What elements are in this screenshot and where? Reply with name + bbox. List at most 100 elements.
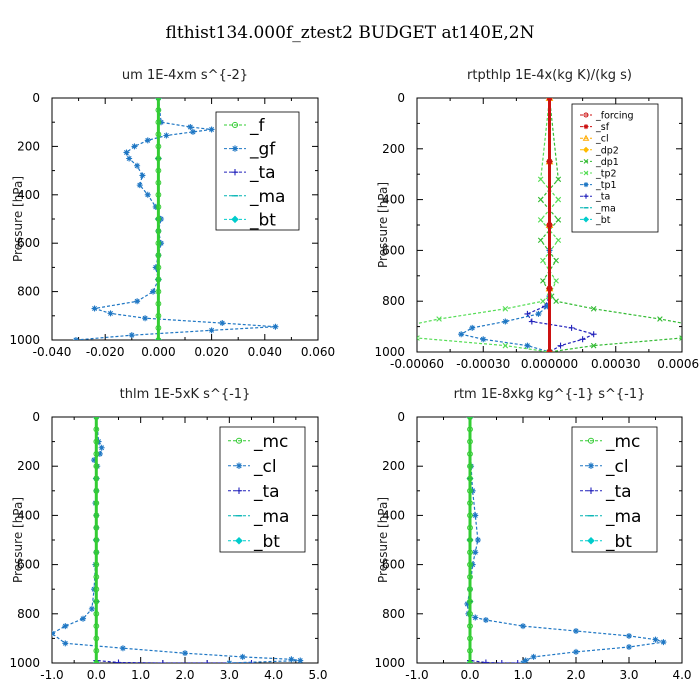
data-point <box>537 176 544 183</box>
data-point <box>204 660 211 663</box>
legend-marker <box>231 215 239 224</box>
legend-entry: _mc <box>253 432 288 452</box>
data-point <box>467 487 473 494</box>
series-tp1 <box>458 98 553 352</box>
legend-entry: _bt <box>605 532 632 552</box>
data-point <box>134 162 141 169</box>
data-point <box>480 336 487 343</box>
legend-marker <box>583 112 589 118</box>
data-point <box>467 586 473 593</box>
data-point <box>553 298 559 304</box>
data-point <box>91 305 98 312</box>
x-tick-label: 0.000 <box>141 345 175 359</box>
data-point <box>467 451 473 457</box>
data-point <box>590 306 597 312</box>
data-point <box>155 131 162 138</box>
data-point <box>126 155 133 162</box>
x-tick-label: 0.000000 <box>521 357 578 371</box>
legend-box <box>571 426 658 553</box>
data-point <box>93 417 100 420</box>
data-point <box>93 463 100 470</box>
data-point <box>219 320 226 327</box>
data-point <box>467 438 473 445</box>
data-point <box>93 660 100 663</box>
data-point <box>544 303 551 310</box>
panel-title: rtpthlp 1E-4x(kg K)/(kg s) <box>467 68 632 83</box>
data-point <box>553 278 559 284</box>
legend: _mc _cl _ta _ma _bt <box>571 426 658 553</box>
data-point <box>652 636 659 643</box>
data-point <box>467 660 473 663</box>
data-point <box>467 524 473 531</box>
y-tick-label: 200 <box>382 459 405 473</box>
data-point <box>520 660 526 663</box>
data-point <box>93 647 100 654</box>
legend-entry: _cl <box>253 457 277 477</box>
legend-marker <box>582 146 590 153</box>
data-point <box>626 644 632 651</box>
data-point <box>535 310 542 317</box>
data-point <box>142 315 149 322</box>
legend-marker <box>583 193 589 199</box>
x-tick-label: 3.0 <box>220 668 239 682</box>
data-point <box>546 98 553 101</box>
data-point <box>553 257 559 264</box>
data-point <box>150 288 157 295</box>
legend-entry: _dp2 <box>595 145 619 156</box>
legend-box <box>215 111 300 231</box>
y-tick-label: 600 <box>382 243 405 257</box>
y-tick-label: 600 <box>17 236 40 250</box>
data-point <box>93 438 100 445</box>
data-point <box>467 647 473 654</box>
legend-marker <box>587 487 595 494</box>
data-point <box>159 660 166 663</box>
y-tick-label: 0 <box>32 91 40 105</box>
y-tick-label: 0 <box>397 410 405 424</box>
x-tick-label: -0.020 <box>86 345 125 359</box>
data-point <box>93 487 100 494</box>
y-tick-label: 200 <box>382 142 405 156</box>
legend-marker <box>587 462 595 469</box>
data-point <box>93 574 100 580</box>
data-point <box>472 549 479 556</box>
data-point <box>72 337 79 340</box>
legend-box <box>219 426 306 553</box>
data-point <box>679 335 682 341</box>
chart-panel-2: rtpthlp 1E-4x(kg K)/(kg s) Pressure [hPa]… <box>374 68 700 371</box>
data-point <box>555 176 562 183</box>
y-tick-label: 400 <box>382 193 405 207</box>
data-point <box>144 191 151 198</box>
data-point <box>467 623 473 629</box>
data-point <box>62 640 69 647</box>
x-tick-label: 1.0 <box>513 668 532 682</box>
legend-entry: _ta <box>595 192 610 203</box>
data-point <box>155 179 162 186</box>
data-point <box>537 217 544 223</box>
series-line <box>417 98 560 352</box>
y-tick-label: 400 <box>382 508 405 522</box>
data-point <box>93 623 100 629</box>
y-axis-label: Pressure [hPa] <box>376 497 390 583</box>
data-point <box>469 324 476 331</box>
x-tick-label: -0.00060 <box>390 357 444 371</box>
figure-title: flthist134.000f_ztest2 BUDGET at140E,2N <box>166 23 535 43</box>
y-tick-label: 1000 <box>374 656 405 670</box>
data-point <box>555 196 562 203</box>
data-point <box>524 342 531 349</box>
data-point <box>155 325 162 331</box>
data-point <box>93 610 100 617</box>
data-point <box>467 598 473 605</box>
data-point <box>155 107 162 113</box>
data-point <box>467 417 473 420</box>
data-point <box>88 605 95 612</box>
legend-entry: _f <box>249 116 266 136</box>
data-point <box>590 331 597 338</box>
y-tick-label: 200 <box>17 139 40 153</box>
legend-marker <box>235 462 243 469</box>
data-point <box>528 318 535 325</box>
data-point <box>155 155 162 162</box>
x-tick-label: 0.0 <box>87 668 106 682</box>
legend-entry: _cl <box>605 457 629 477</box>
x-tick-label: 2.0 <box>566 668 585 682</box>
